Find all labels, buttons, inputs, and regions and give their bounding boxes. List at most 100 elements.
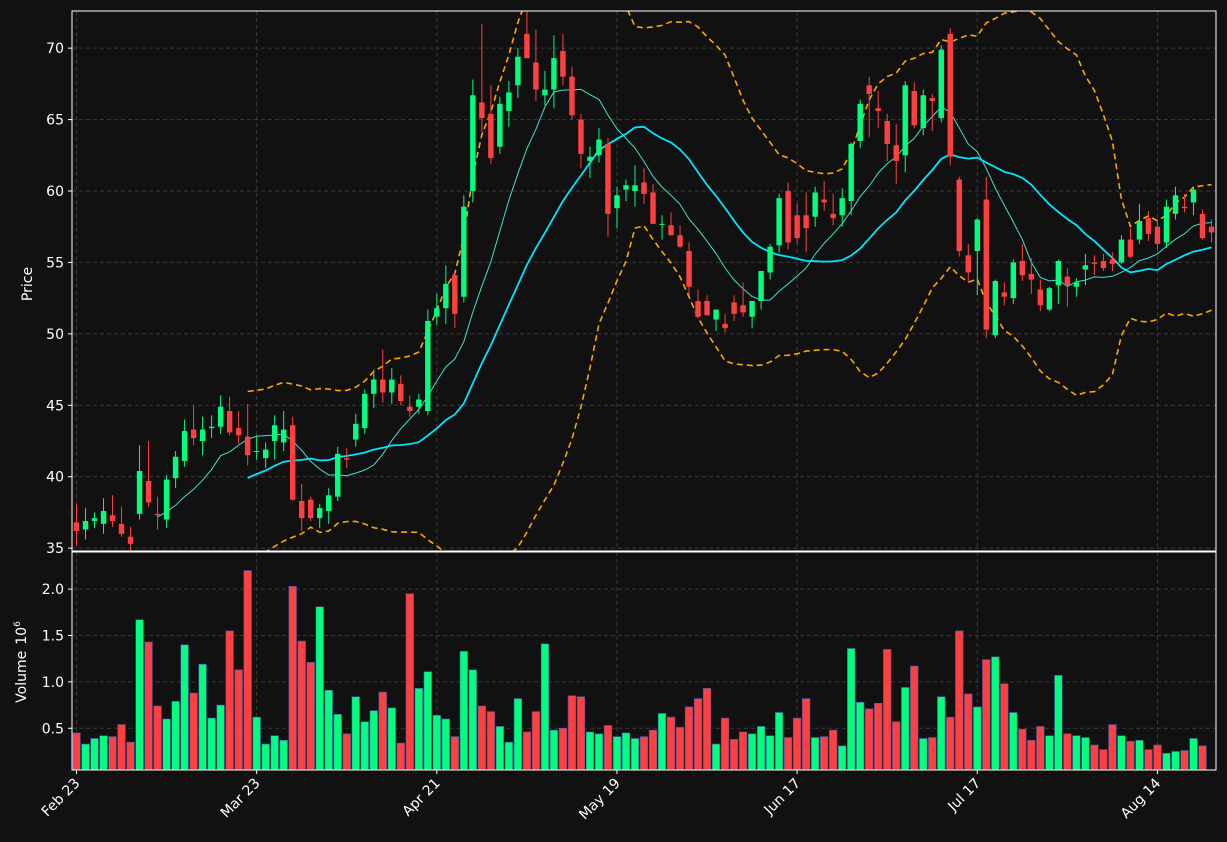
candle xyxy=(235,411,242,444)
candle xyxy=(641,168,647,204)
volume-bar xyxy=(765,735,775,771)
volume-bar xyxy=(324,689,333,771)
volume-bar xyxy=(1063,733,1072,771)
volume-bar xyxy=(910,665,919,771)
volume-bar xyxy=(1162,753,1171,771)
candle xyxy=(308,496,314,521)
candle-body xyxy=(569,76,575,116)
candle-body xyxy=(470,95,476,191)
candle-body xyxy=(1010,262,1017,299)
candle xyxy=(749,301,755,329)
volume-bar xyxy=(1099,749,1108,771)
volume-bar xyxy=(243,570,252,771)
volume-bar xyxy=(396,742,405,771)
candle-body xyxy=(217,406,224,427)
volume-bar xyxy=(738,731,748,771)
volume-bar xyxy=(612,736,622,771)
volume-bar xyxy=(720,717,730,771)
candle-body xyxy=(506,92,512,111)
candle xyxy=(650,183,656,224)
candle-body xyxy=(704,301,710,316)
candle-body xyxy=(280,429,287,443)
candle-body xyxy=(515,56,521,86)
candle-body xyxy=(380,379,386,393)
candle xyxy=(569,66,575,120)
volume-bar xyxy=(216,704,225,771)
candle-body xyxy=(641,182,647,194)
candle xyxy=(1181,193,1188,213)
bollinger-lower-band xyxy=(265,224,1212,551)
candle-body xyxy=(262,449,269,459)
volume-bar xyxy=(838,745,847,771)
candle xyxy=(596,128,602,163)
volume-bar xyxy=(558,727,568,771)
volume-axis-label-text: Volume xyxy=(14,651,30,703)
moving-averages xyxy=(157,88,1212,518)
candle xyxy=(298,483,305,531)
volume-bar xyxy=(306,662,315,771)
volume-bar xyxy=(865,708,874,771)
volume-bar xyxy=(1171,751,1180,771)
candle-body xyxy=(551,58,557,90)
candle-body xyxy=(407,406,413,411)
volume-bar xyxy=(360,721,369,771)
candle-body xyxy=(1046,288,1053,310)
candle xyxy=(1055,259,1062,304)
volume-bar xyxy=(504,741,514,771)
candle-body xyxy=(695,301,701,317)
candle xyxy=(1127,228,1134,259)
candle xyxy=(1001,282,1008,306)
volume-bar xyxy=(468,669,477,771)
volume-axis-exponent: 6 xyxy=(13,621,23,627)
candle xyxy=(389,368,395,404)
volume-bar xyxy=(594,733,604,771)
candle xyxy=(911,82,917,129)
volume-bar xyxy=(1027,740,1036,771)
candle-body xyxy=(353,423,359,440)
candle-body xyxy=(767,246,773,273)
volume-tick-label: 1.0 xyxy=(42,675,64,691)
candle-body xyxy=(118,523,125,534)
volume-bar xyxy=(1108,724,1117,771)
candle xyxy=(280,411,287,451)
volume-panel-frame xyxy=(71,551,1217,771)
volume-bar xyxy=(793,717,802,771)
candle-body xyxy=(956,179,962,251)
candle xyxy=(866,76,872,137)
volume-bar xyxy=(144,641,153,771)
candle xyxy=(1145,211,1152,241)
candle-body xyxy=(1136,221,1143,240)
volume-bar xyxy=(90,738,99,771)
candle xyxy=(938,45,944,123)
candle-body xyxy=(289,425,296,500)
candle-body xyxy=(677,235,683,247)
candle xyxy=(380,349,386,403)
price-tick-label: 40 xyxy=(46,470,64,486)
candle xyxy=(506,81,512,127)
volume-bar xyxy=(630,738,640,771)
candle xyxy=(893,123,899,184)
candle xyxy=(578,113,584,169)
candle-body xyxy=(362,393,368,429)
candle xyxy=(920,89,926,136)
volume-bar xyxy=(387,707,396,771)
candle-body xyxy=(803,215,809,229)
price-tick-label: 35 xyxy=(46,541,64,557)
candle xyxy=(488,85,494,164)
candle xyxy=(109,495,116,527)
candle-body xyxy=(1172,195,1179,214)
candle-body xyxy=(794,215,800,239)
volume-bar xyxy=(666,716,676,771)
volume-bar xyxy=(567,695,577,771)
candle-body xyxy=(839,198,845,216)
candle xyxy=(154,496,161,530)
volume-bar xyxy=(162,718,171,771)
volume-bar xyxy=(495,726,505,771)
candle-body xyxy=(1118,239,1125,263)
candle xyxy=(163,475,170,529)
volume-bar xyxy=(955,630,964,771)
candle xyxy=(253,435,260,460)
volume-bar xyxy=(783,737,793,771)
candle-body xyxy=(587,156,593,161)
volume-bar xyxy=(820,736,829,771)
